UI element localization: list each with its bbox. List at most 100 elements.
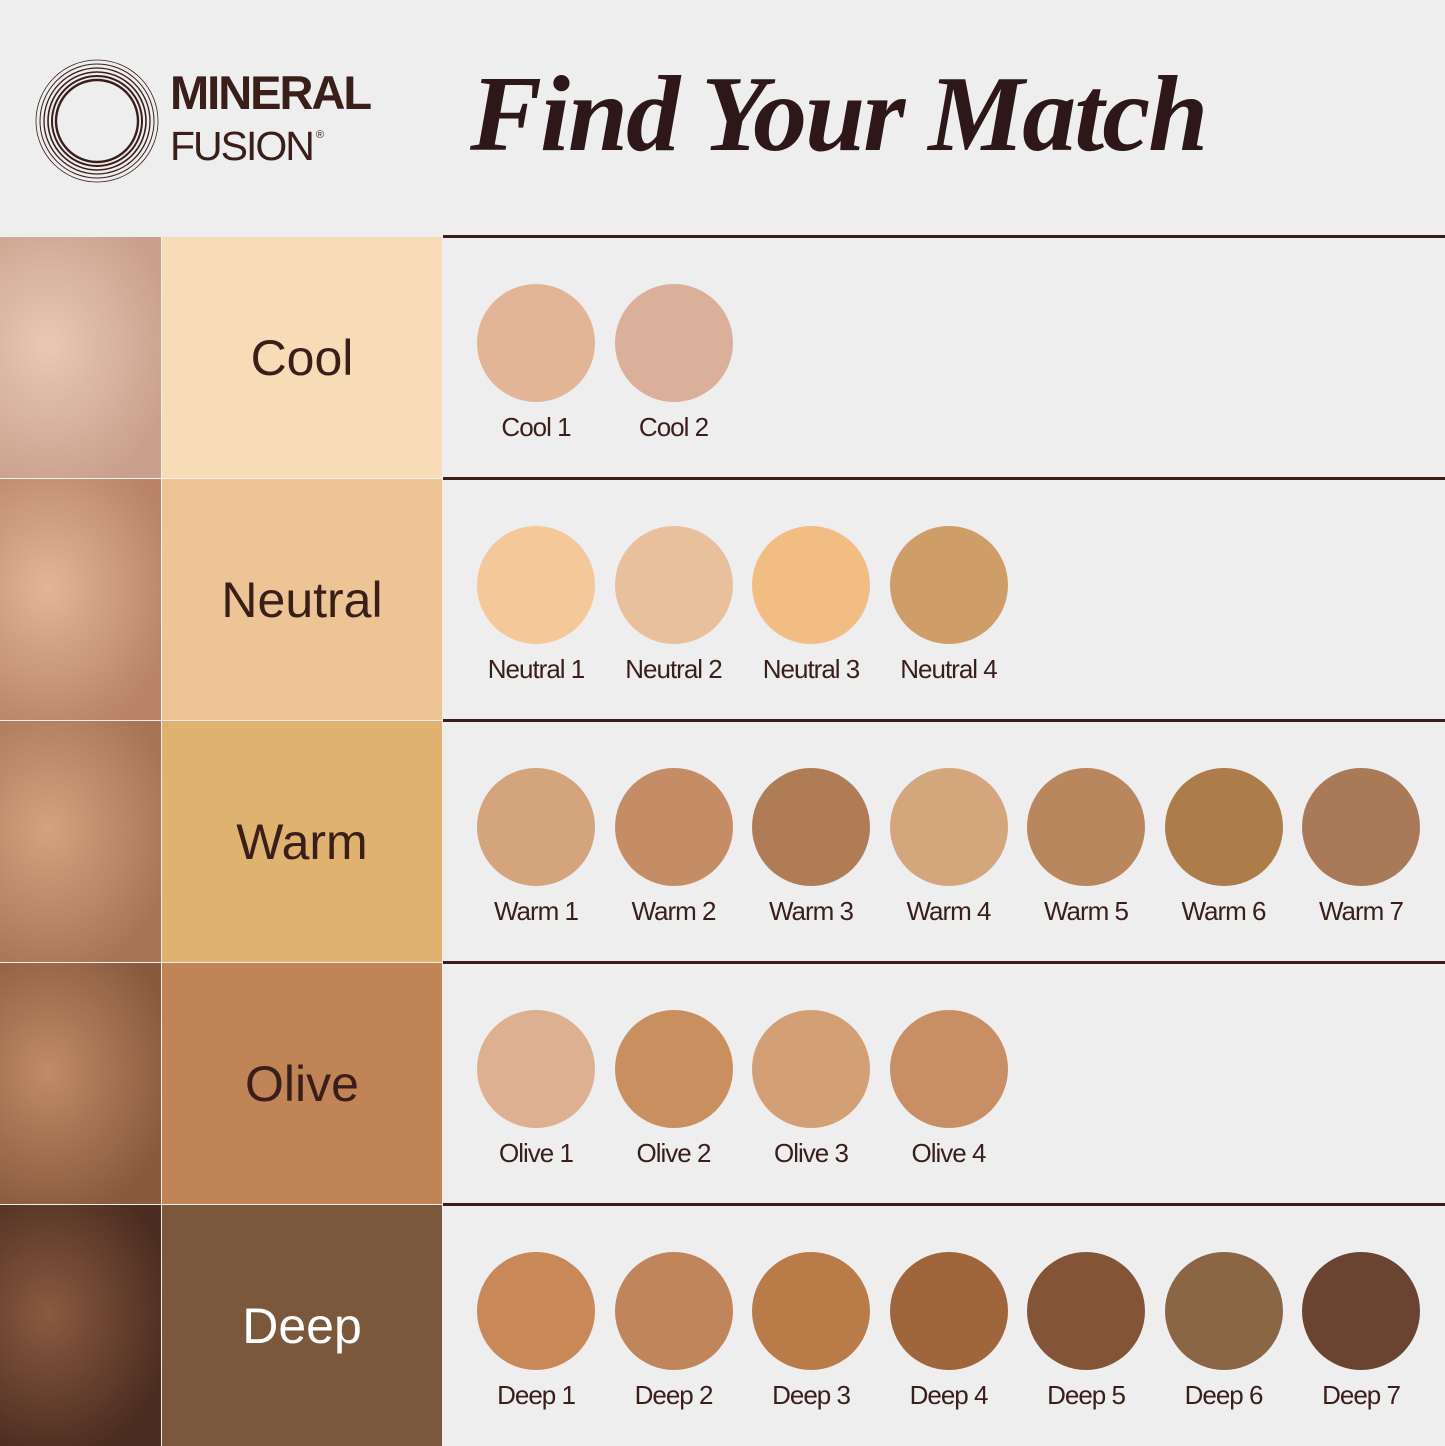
brand-name-line1: MINERAL: [170, 66, 372, 119]
shade-swatch[interactable]: Deep 6: [1155, 1252, 1293, 1410]
shade-swatch[interactable]: Cool 1: [467, 284, 605, 442]
shade-circle[interactable]: [752, 1010, 870, 1128]
shade-circle[interactable]: [752, 768, 870, 886]
shade-name: Deep 6: [1184, 1380, 1264, 1410]
shade-name: Olive 2: [636, 1138, 712, 1168]
shade-circle[interactable]: [1302, 1252, 1420, 1370]
shade-circle[interactable]: [477, 1010, 595, 1128]
shade-name: Deep 4: [909, 1380, 989, 1410]
shade-row-cool: Cool Cool 1 Cool 2: [0, 235, 1445, 478]
model-photo: [0, 963, 161, 1204]
shade-swatch[interactable]: Warm 1: [467, 768, 605, 926]
category-label: Cool: [162, 237, 442, 478]
shade-row-deep: Deep Deep 1 Deep 2 Deep 3 Deep 4 Deep 5 …: [0, 1203, 1445, 1446]
shade-swatch[interactable]: Olive 2: [605, 1010, 743, 1168]
shade-name: Neutral 4: [900, 654, 998, 684]
shade-name: Neutral 2: [625, 654, 723, 684]
row-divider: [443, 719, 1445, 722]
shade-swatch[interactable]: Warm 4: [880, 768, 1018, 926]
shade-name: Warm 3: [768, 896, 854, 926]
shade-name: Deep 5: [1047, 1380, 1126, 1410]
shade-circle[interactable]: [1302, 768, 1420, 886]
shade-circle[interactable]: [477, 768, 595, 886]
shade-name: Warm 7: [1318, 896, 1404, 926]
shade-circle[interactable]: [614, 526, 733, 644]
shade-swatch[interactable]: Deep 7: [1292, 1252, 1430, 1410]
brand-name-fusion: FUSION: [170, 123, 315, 169]
shade-circle[interactable]: [477, 284, 595, 402]
row-divider: [443, 477, 1445, 480]
shade-name: Olive 1: [499, 1138, 574, 1168]
row-divider: [443, 1203, 1445, 1206]
category-label: Warm: [162, 721, 442, 962]
shade-circle[interactable]: [889, 1010, 1008, 1128]
shade-swatch[interactable]: Olive 1: [467, 1010, 605, 1168]
shade-circle[interactable]: [477, 1252, 595, 1370]
model-photo: [0, 1205, 161, 1446]
shade-name: Neutral 1: [487, 654, 586, 684]
shade-name: Warm 1: [493, 896, 579, 926]
shade-swatch[interactable]: Cool 2: [605, 284, 743, 442]
shade-circle[interactable]: [1164, 1252, 1283, 1370]
shade-circle[interactable]: [614, 1252, 733, 1370]
shade-circle[interactable]: [1164, 768, 1283, 886]
shade-name: Neutral 3: [762, 654, 861, 684]
model-photo: [0, 721, 161, 962]
category-label: Neutral: [162, 479, 442, 720]
shade-name: Deep 3: [772, 1380, 851, 1410]
shade-swatch[interactable]: Deep 5: [1017, 1252, 1155, 1410]
shade-circle[interactable]: [889, 526, 1008, 644]
brand-logo: MINERAL FUSION ®: [34, 58, 434, 184]
shade-circle[interactable]: [477, 526, 595, 644]
shade-swatch[interactable]: Warm 7: [1292, 768, 1430, 926]
row-divider: [443, 235, 1445, 238]
shade-swatch[interactable]: Warm 5: [1017, 768, 1155, 926]
concentric-rings-logo-icon: [35, 59, 159, 183]
category-label: Deep: [162, 1205, 442, 1446]
shade-row-warm: Warm Warm 1 Warm 2 Warm 3 Warm 4 Warm 5 …: [0, 719, 1445, 962]
shade-name: Warm 6: [1181, 896, 1266, 926]
shade-swatch[interactable]: Warm 3: [742, 768, 880, 926]
model-photo: [0, 479, 161, 720]
shade-row-neutral: Neutral Neutral 1 Neutral 2 Neutral 3 Ne…: [0, 477, 1445, 720]
shade-circle[interactable]: [614, 1010, 733, 1128]
model-photo: [0, 237, 161, 478]
shade-swatch[interactable]: Neutral 4: [880, 526, 1018, 684]
shade-circle[interactable]: [1027, 1252, 1145, 1370]
shade-name: Deep 2: [634, 1380, 714, 1410]
shade-swatch[interactable]: Deep 3: [742, 1252, 880, 1410]
shade-circle[interactable]: [889, 1252, 1008, 1370]
shade-name: Olive 4: [911, 1138, 987, 1168]
shade-swatch[interactable]: Warm 6: [1155, 768, 1293, 926]
row-divider: [443, 961, 1445, 964]
shade-swatch[interactable]: Olive 3: [742, 1010, 880, 1168]
shade-swatch[interactable]: Warm 2: [605, 768, 743, 926]
page-title: Find Your Match: [470, 55, 1208, 174]
shade-swatch[interactable]: Deep 2: [605, 1252, 743, 1410]
shade-circle[interactable]: [614, 768, 733, 886]
shade-swatch[interactable]: Deep 4: [880, 1252, 1018, 1410]
shade-swatch[interactable]: Neutral 3: [742, 526, 880, 684]
shade-name: Deep 1: [497, 1380, 576, 1410]
shade-swatch[interactable]: Neutral 1: [467, 526, 605, 684]
shade-circle[interactable]: [1027, 768, 1145, 886]
shade-circle[interactable]: [752, 1252, 870, 1370]
shade-name: Warm 4: [906, 896, 991, 926]
shade-name: Warm 2: [631, 896, 716, 926]
shade-name: Deep 7: [1322, 1380, 1401, 1410]
shade-row-olive: Olive Olive 1 Olive 2 Olive 3 Olive 4: [0, 961, 1445, 1204]
shade-circle[interactable]: [752, 526, 870, 644]
shade-swatch[interactable]: Olive 4: [880, 1010, 1018, 1168]
shade-circle[interactable]: [889, 768, 1008, 886]
brand-name-line2: FUSION ®: [170, 124, 324, 168]
header: MINERAL FUSION ® Find Your Match: [0, 0, 1445, 237]
shade-name: Cool 2: [638, 412, 709, 442]
shade-swatch[interactable]: Neutral 2: [605, 526, 743, 684]
shade-circle[interactable]: [614, 284, 733, 402]
category-label: Olive: [162, 963, 442, 1204]
registered-mark: ®: [315, 129, 325, 141]
shade-name: Cool 1: [501, 412, 571, 442]
shade-name: Warm 5: [1043, 896, 1129, 926]
shade-swatch[interactable]: Deep 1: [467, 1252, 605, 1410]
shade-name: Olive 3: [774, 1138, 849, 1168]
